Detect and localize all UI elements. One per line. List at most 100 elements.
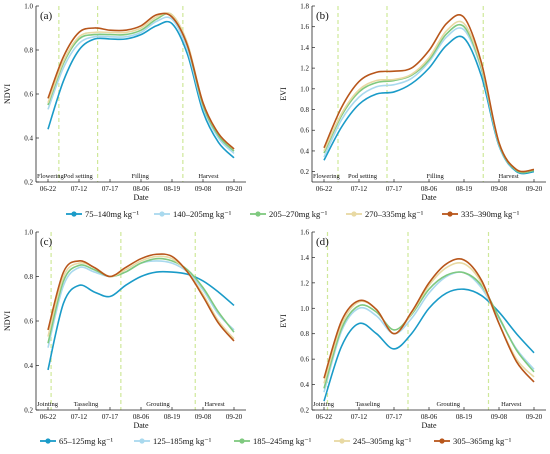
y-tick-label: 0.8 xyxy=(24,47,33,55)
x-tick-label: 09-20 xyxy=(526,185,543,193)
stage-label: Flowering xyxy=(313,173,340,180)
legend-entry-label: 140–205mg kg⁻¹ xyxy=(173,209,232,219)
y-tick-label: 1.8 xyxy=(300,3,309,11)
series-line-2 xyxy=(47,260,235,348)
stage-label: Flowering xyxy=(37,173,64,180)
y-tick-label: 0.6 xyxy=(24,91,33,99)
y-tick-label: 0.2 xyxy=(24,179,33,187)
stage-label: Harvest xyxy=(499,173,519,180)
panel-a: 0.2 0.4 0.6 0.8 1.0 06-22 07-12 07-17 08-06 08-19… xyxy=(3,3,246,202)
y-tick-label: 0.6 xyxy=(300,127,309,135)
x-tick-label: 06-22 xyxy=(40,413,57,421)
y-tick-label: 0.4 xyxy=(24,135,33,143)
x-axis-title: Date xyxy=(421,193,437,202)
x-tick-label: 07-17 xyxy=(102,185,119,193)
series-line-4 xyxy=(47,255,235,340)
y-tick-label: 1.0 xyxy=(24,3,33,11)
legend-bottom: 65–125mg kg⁻¹ 125–185mg kg⁻¹ 185–245mg kg⁻… xyxy=(40,436,512,446)
legend-swatch-marker xyxy=(139,438,145,444)
legend-entry-label: 335–390mg kg⁻¹ xyxy=(461,209,520,219)
stage-label: Harvest xyxy=(501,401,521,408)
x-tick-label: 09-20 xyxy=(226,185,243,193)
x-tick-label: 09-08 xyxy=(491,185,508,193)
stage-label: Filling xyxy=(426,173,444,180)
x-tick-label: 08-06 xyxy=(421,413,438,421)
y-tick-label: 0.6 xyxy=(300,356,309,364)
y-tick-label: 1.0 xyxy=(24,229,33,237)
y-tick-label: 1.2 xyxy=(300,65,309,73)
x-tick-label: 08-19 xyxy=(456,185,473,193)
legend-swatch-marker xyxy=(239,438,245,444)
x-tick-label: 07-17 xyxy=(102,413,119,421)
stage-label: Pod setting xyxy=(64,173,94,180)
legend-swatch-marker xyxy=(255,211,261,217)
panel-letter: (b) xyxy=(316,10,329,22)
legend-entry-label: 305–365mg kg⁻¹ xyxy=(453,436,512,446)
y-tick-label: 0.8 xyxy=(24,273,33,281)
y-tick-label: 0.4 xyxy=(300,147,309,155)
y-tick-label: 1.4 xyxy=(300,254,309,262)
x-tick-label: 07-12 xyxy=(351,185,368,193)
y-tick-label: 0.8 xyxy=(300,106,309,114)
x-tick-label: 09-08 xyxy=(491,413,508,421)
x-tick-label: 06-22 xyxy=(40,185,57,193)
x-tick-label: 07-12 xyxy=(351,413,368,421)
y-axis-title: NDVI xyxy=(3,84,12,104)
stage-label: Jointing xyxy=(313,401,335,408)
x-axis-title: Date xyxy=(133,421,149,430)
series-line-4 xyxy=(47,12,235,150)
y-axis-title: NDVI xyxy=(3,311,12,331)
y-tick-label: 0.4 xyxy=(24,362,33,370)
stage-label: Tasseling xyxy=(74,401,99,408)
legend-swatch-marker xyxy=(351,211,357,217)
y-tick-label: 1.6 xyxy=(300,229,309,237)
panel-c: 0.2 0.4 0.6 0.8 1.0 06-22 07-12 07-17 08-06 08-19… xyxy=(3,229,246,430)
legend-swatch-marker xyxy=(439,438,445,444)
panel-letter: (d) xyxy=(316,236,329,248)
stage-label: Pod setting xyxy=(348,173,378,180)
y-tick-label: 1.6 xyxy=(300,23,309,31)
series-line-2 xyxy=(47,16,235,154)
x-tick-label: 06-22 xyxy=(316,185,333,193)
y-tick-label: 1.0 xyxy=(300,85,309,93)
y-tick-label: 0.4 xyxy=(300,381,309,389)
series-line-1 xyxy=(323,288,535,402)
x-tick-label: 07-12 xyxy=(71,185,88,193)
series-line-5 xyxy=(47,253,235,342)
y-axis-title: EVI xyxy=(279,87,288,101)
legend-top: 75–140mg kg⁻¹ 140–205mg kg⁻¹ 205–270mg kg⁻… xyxy=(66,209,520,219)
x-tick-label: 08-06 xyxy=(133,185,150,193)
legend-swatch-marker xyxy=(71,211,77,217)
y-tick-label: 1.0 xyxy=(300,305,309,313)
series-line-5 xyxy=(47,12,235,150)
stage-label: Harvest xyxy=(205,401,225,408)
x-tick-label: 09-08 xyxy=(195,185,212,193)
series-line-1 xyxy=(47,270,235,371)
x-tick-label: 08-06 xyxy=(421,185,438,193)
x-tick-label: 08-19 xyxy=(164,185,181,193)
stage-label: Jointing xyxy=(37,401,59,408)
series-line-5 xyxy=(323,258,535,383)
x-axis-title: Date xyxy=(133,193,149,202)
legend-entry-label: 75–140mg kg⁻¹ xyxy=(85,209,139,219)
x-tick-label: 07-12 xyxy=(71,413,88,421)
y-tick-label: 0.2 xyxy=(300,407,309,415)
legend-entry-label: 185–245mg kg⁻¹ xyxy=(253,436,312,446)
x-tick-label: 08-19 xyxy=(456,413,473,421)
x-tick-label: 08-06 xyxy=(133,413,150,421)
legend-entry-label: 270–335mg kg⁻¹ xyxy=(365,209,424,219)
x-axis-title: Date xyxy=(421,421,437,430)
panel-letter: (a) xyxy=(40,10,53,22)
legend-swatch-marker xyxy=(339,438,345,444)
legend-swatch-marker xyxy=(45,438,51,444)
legend-swatch-marker xyxy=(447,211,453,217)
series-line-1 xyxy=(47,20,235,159)
legend-entry-label: 125–185mg kg⁻¹ xyxy=(153,436,212,446)
y-tick-label: 1.4 xyxy=(300,44,309,52)
legend-swatch-marker xyxy=(159,211,165,217)
stage-label: Harvest xyxy=(198,173,218,180)
stage-label: Grouting xyxy=(437,401,461,408)
legend-entry-label: 245–305mg kg⁻¹ xyxy=(353,436,412,446)
x-tick-label: 09-20 xyxy=(526,413,543,421)
